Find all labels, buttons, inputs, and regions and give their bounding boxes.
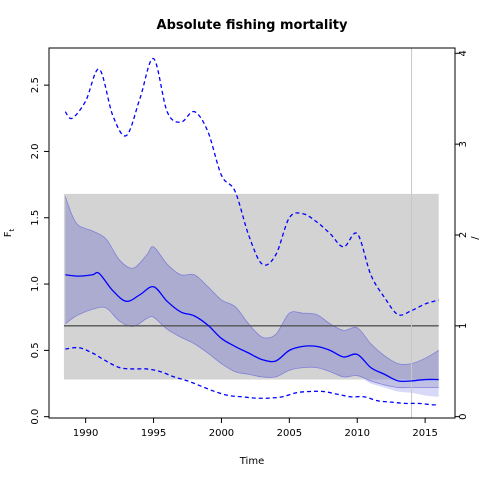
lower-bound-dashed-line <box>65 346 439 406</box>
x-tick-label: 2000 <box>209 428 234 439</box>
y-tick-label: 0.0 <box>30 409 41 425</box>
plot-area <box>63 48 439 418</box>
y-tick-label: 2.5 <box>30 77 41 93</box>
x-tick-label: 2010 <box>345 428 370 439</box>
estimate-line <box>65 271 439 383</box>
y-axis-label-subscript: t <box>8 228 16 231</box>
right-tick-label: 2 <box>458 232 469 238</box>
y-tick-label: 1.0 <box>30 276 41 292</box>
right-axis-label-fragment: / <box>470 236 480 240</box>
right-tick-label: 0 <box>458 413 469 419</box>
right-tick-label: 1 <box>458 323 469 329</box>
right-tick-label: 3 <box>458 141 469 147</box>
chart-title: Absolute fishing mortality <box>157 18 348 33</box>
plot-frame <box>48 47 456 419</box>
x-tick-label: 2005 <box>277 428 302 439</box>
x-tick-label: 1990 <box>73 428 98 439</box>
right-tick-label: 4 <box>458 50 469 56</box>
x-tick-label: 1995 <box>141 428 166 439</box>
y-axis-label-main: F <box>3 231 14 237</box>
x-tick-label: 2015 <box>412 428 437 439</box>
y-tick-label: 2.0 <box>30 143 41 159</box>
confidence-band <box>65 196 439 388</box>
confidence-band-upper-edge <box>64 196 439 365</box>
x-axis-label: Time <box>239 456 264 467</box>
y-tick-label: 0.5 <box>30 342 41 358</box>
confidence-band-lower-edge <box>65 306 439 389</box>
y-axis-label: Ft <box>3 228 16 237</box>
axes: 1990 1995 2000 2005 2010 2015 0.0 0.5 1.0 1.5 2.0 2… <box>30 50 469 439</box>
upper-bound-dashed-line <box>64 57 439 316</box>
y-tick-label: 1.5 <box>30 210 41 226</box>
confidence-band-extension <box>364 376 439 397</box>
